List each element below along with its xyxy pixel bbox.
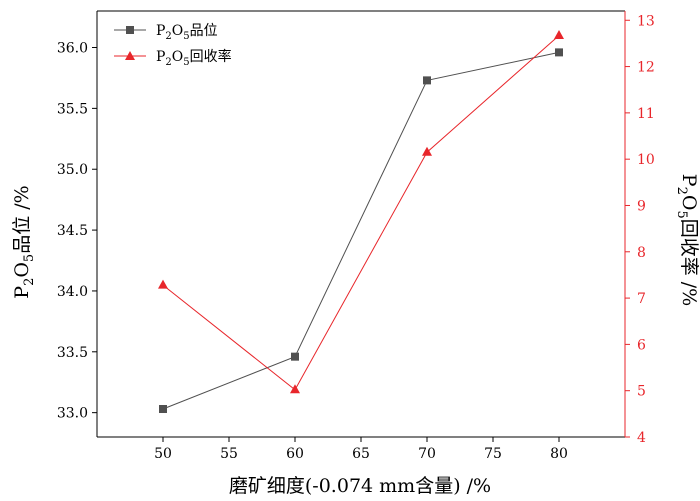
right-y-tick-label: 6 [637, 337, 646, 353]
recovery-data-point [554, 30, 564, 40]
axes-layer: 50 55 60 65 70 75 8033.033.534.034.535.035.536… [57, 10, 655, 462]
grade-series-line [162, 51, 560, 410]
x-tick-label: 50 [154, 446, 172, 462]
x-tick-label: 60 [286, 446, 304, 462]
series-layer [158, 30, 564, 414]
x-tick-label: 65 [352, 446, 370, 462]
recovery-data-point [422, 146, 432, 156]
left-y-tick-label: 34.5 [57, 223, 88, 239]
grade-data-point [423, 76, 431, 85]
x-tick-label: 70 [418, 446, 436, 462]
right-y-tick-label: 12 [637, 60, 655, 76]
legend-item-grade: P2O5品位 [114, 23, 218, 42]
right-axis-title: P2O5回收率 /% [674, 174, 700, 306]
recovery-data-point [158, 279, 168, 289]
x-tick-label: 75 [484, 446, 502, 462]
grade-data-point [555, 48, 563, 57]
left-axis-title: P2O5品位 /% [11, 185, 37, 298]
grade-data-point [159, 405, 167, 414]
left-y-tick-label: 36.0 [57, 41, 88, 57]
x-axis-title: 磨矿细度(-0.074 mm含量) /% [229, 475, 491, 497]
right-y-tick-label: 11 [637, 106, 655, 122]
legend: P2O5品位 P2O5回收率 [114, 23, 232, 68]
left-y-tick-label: 35.0 [57, 162, 88, 178]
right-y-tick-label: 10 [637, 152, 655, 168]
legend-triangle-marker [125, 51, 135, 60]
legend-item-recovery: P2O5回收率 [114, 48, 232, 68]
x-tick-label: 80 [550, 446, 568, 462]
right-y-tick-label: 5 [637, 384, 646, 400]
left-y-tick-label: 34.0 [57, 284, 88, 300]
right-y-tick-label: 8 [637, 245, 646, 261]
x-tick-label: 55 [220, 446, 238, 462]
right-y-tick-label: 7 [637, 291, 646, 307]
recovery-series-line [162, 35, 560, 391]
left-y-tick-label: 35.5 [57, 101, 88, 117]
left-y-tick-label: 33.0 [57, 406, 88, 422]
right-y-tick-label: 9 [637, 198, 646, 214]
right-y-tick-label: 4 [637, 430, 646, 446]
recovery-data-point [290, 384, 300, 394]
left-y-tick-label: 33.5 [57, 345, 88, 361]
legend-square-marker [126, 26, 134, 34]
legend-label-recovery: P2O5回收率 [156, 48, 232, 68]
grade-data-point [291, 352, 299, 361]
right-y-tick-label: 13 [637, 13, 655, 29]
legend-label-grade: P2O5品位 [156, 23, 218, 42]
